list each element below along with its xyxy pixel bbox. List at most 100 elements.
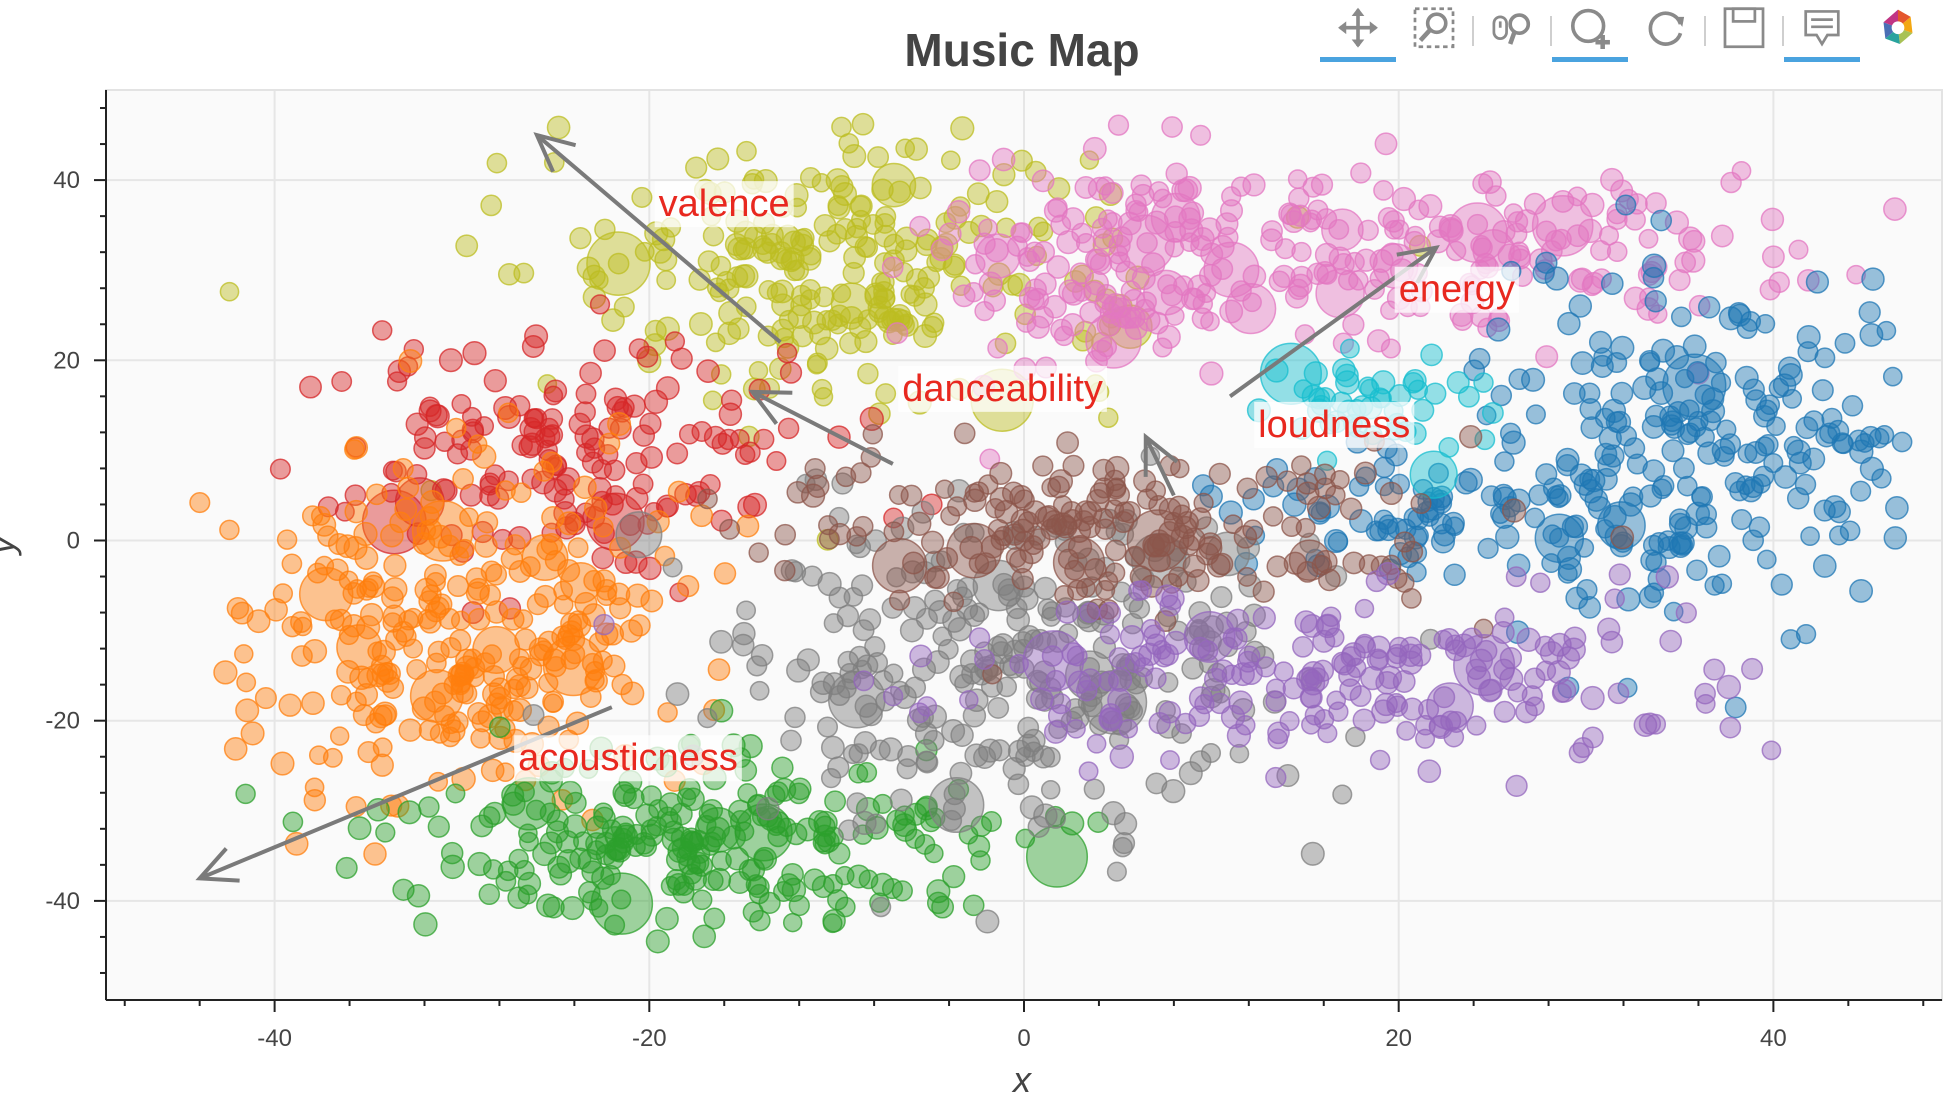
scatter-point xyxy=(1074,176,1098,199)
scatter-point xyxy=(406,463,428,485)
scatter-point xyxy=(1373,180,1394,201)
scatter-point xyxy=(736,600,757,621)
zoom-in-tool[interactable] xyxy=(1552,0,1628,62)
save-tool[interactable] xyxy=(1706,0,1782,62)
scatter-point xyxy=(1608,563,1631,586)
scatter-point xyxy=(1344,251,1365,273)
pan-tool[interactable] xyxy=(1320,0,1396,62)
scatter-point xyxy=(748,542,769,563)
y-tick-label: -40 xyxy=(45,888,80,915)
scatter-point xyxy=(1505,222,1528,245)
scatter-point xyxy=(638,556,662,581)
scatter-point xyxy=(776,342,798,364)
scatter-point xyxy=(607,411,632,437)
scatter-point xyxy=(398,609,419,631)
scatter-point xyxy=(782,230,806,255)
scatter-point xyxy=(697,250,720,273)
scatter-point xyxy=(1401,540,1424,563)
scatter-point xyxy=(1451,309,1474,331)
scatter-point xyxy=(850,462,872,484)
scatter-point xyxy=(871,178,894,201)
scatter-point xyxy=(881,878,904,900)
scatter-point xyxy=(909,176,932,200)
scatter-point xyxy=(1661,439,1685,463)
scatter-point xyxy=(1815,424,1838,448)
valence-label: valence xyxy=(659,183,790,225)
scatter-point xyxy=(1759,279,1781,301)
scatter-point xyxy=(586,231,651,296)
scatter-point xyxy=(526,593,549,616)
scatter-point xyxy=(864,284,889,309)
chart-toolbar xyxy=(1320,0,1936,80)
scatter-point xyxy=(900,284,920,304)
scatter-point xyxy=(1481,401,1504,424)
scatter-point xyxy=(1378,665,1403,690)
scatter-point xyxy=(1039,746,1061,768)
scatter-point xyxy=(344,499,368,524)
scatter-point xyxy=(553,594,574,615)
scatter-point xyxy=(859,406,884,432)
scatter-point xyxy=(1188,686,1213,711)
scatter-point xyxy=(467,577,491,601)
scatter-point xyxy=(701,831,723,853)
scatter-point xyxy=(541,424,564,446)
scatter-point xyxy=(991,147,1016,172)
scatter-point xyxy=(521,468,543,490)
scatter-point xyxy=(654,545,676,567)
scatter-point xyxy=(1590,354,1614,378)
x-tick-label: 40 xyxy=(1760,1025,1787,1052)
scatter-point xyxy=(834,218,857,240)
scatter-point xyxy=(1260,228,1284,252)
scatter-point xyxy=(1092,458,1116,482)
scatter-point xyxy=(601,308,625,332)
scatter-point xyxy=(854,236,877,258)
scatter-point xyxy=(1350,162,1372,184)
scatter-point xyxy=(539,802,561,824)
scatter-point xyxy=(888,589,911,611)
pan-icon xyxy=(1338,7,1378,48)
scatter-point xyxy=(661,827,686,852)
scatter-point xyxy=(482,859,504,880)
box-zoom-tool[interactable] xyxy=(1396,0,1472,62)
scatter-point xyxy=(946,496,968,517)
scatter-point xyxy=(667,480,690,503)
scatter-point xyxy=(1557,311,1581,336)
scatter-point xyxy=(394,498,418,521)
reset-tool[interactable] xyxy=(1628,0,1704,62)
scatter-point xyxy=(920,493,943,516)
scatter-point xyxy=(1075,679,1098,702)
scatter-point xyxy=(615,511,663,559)
scatter-point xyxy=(1145,311,1169,335)
scatter-point xyxy=(593,802,614,823)
bokeh-logo[interactable] xyxy=(1860,0,1936,62)
scatter-point xyxy=(403,638,424,659)
wheel-zoom-tool[interactable] xyxy=(1474,0,1550,62)
scatter-point xyxy=(398,349,423,373)
scatter-point xyxy=(365,483,388,506)
scatter-point xyxy=(692,924,717,949)
scatter-point xyxy=(791,233,815,257)
scatter-point xyxy=(1146,533,1171,558)
scatter-point xyxy=(1609,534,1633,558)
scatter-point xyxy=(1648,531,1671,554)
scatter-point xyxy=(1610,525,1635,550)
hover-tool[interactable] xyxy=(1784,0,1860,62)
scatter-point xyxy=(607,252,630,275)
x-axis-label: x xyxy=(1011,1059,1033,1096)
scatter-point xyxy=(1671,534,1694,556)
scatter-point xyxy=(828,842,851,865)
scatter-point xyxy=(1323,529,1349,554)
scatter-point xyxy=(883,521,905,543)
scatter-point xyxy=(446,574,470,598)
scatter-point xyxy=(445,417,467,439)
scatter-point xyxy=(1859,322,1884,347)
hover-icon xyxy=(1804,10,1840,47)
scatter-point xyxy=(515,676,539,700)
scatter-point xyxy=(1724,696,1747,719)
x-tick-label: -40 xyxy=(257,1025,292,1052)
wheel-zoom-icon xyxy=(1492,13,1531,45)
scatter-point xyxy=(1266,555,1289,578)
scatter-point xyxy=(413,912,438,937)
scatter-point xyxy=(640,445,664,469)
scatter-point xyxy=(1499,646,1523,670)
